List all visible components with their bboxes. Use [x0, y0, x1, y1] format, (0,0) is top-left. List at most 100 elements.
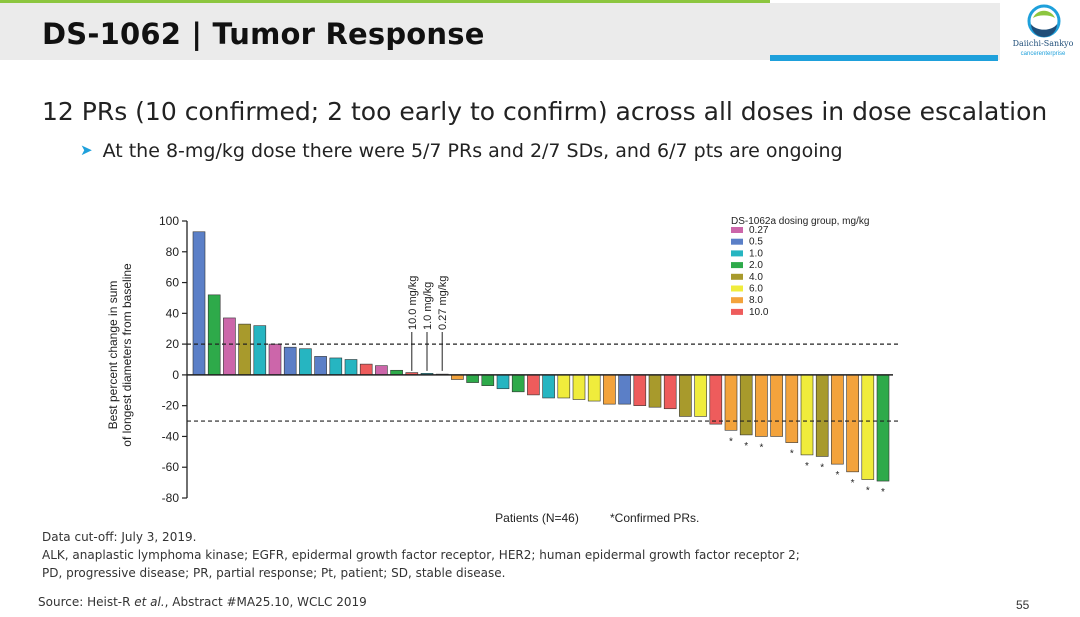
bar — [572, 374, 586, 400]
source-citation: Source: Heist-R et al., Abstract #MA25.1… — [38, 595, 367, 609]
y-tick-label: -40 — [162, 429, 180, 443]
legend-label: 4.0 — [749, 272, 763, 283]
title-underline-accent — [770, 55, 998, 61]
y-axis-label-line-2: of longest diameters from baseline — [120, 263, 134, 447]
bar — [800, 374, 814, 456]
bar — [283, 346, 297, 376]
logo-tagline: cancerenterprise — [1020, 51, 1066, 57]
y-axis-label: Best percent change in sum — [106, 281, 120, 430]
bar — [755, 374, 768, 437]
company-logo: Daiichi-Sankyo cancerenterprise — [1010, 4, 1076, 62]
chart-footnote: *Confirmed PRs. — [610, 511, 699, 525]
legend-label: 6.0 — [749, 284, 763, 295]
bar — [785, 374, 799, 443]
bar — [268, 343, 282, 376]
legend-title: DS-1062a dosing group, mg/kg — [731, 216, 869, 227]
bar — [329, 357, 343, 376]
bar — [831, 374, 844, 465]
title-bar: DS-1062 | Tumor Response — [0, 3, 1000, 60]
confirmed-pr-marker: * — [729, 436, 733, 447]
bar — [223, 317, 236, 376]
legend-swatch — [731, 250, 743, 257]
bar — [238, 323, 251, 376]
bar — [253, 325, 267, 376]
legend-label: 0.5 — [749, 237, 763, 248]
bar — [709, 374, 723, 425]
bar — [648, 374, 662, 408]
legend-swatch — [731, 297, 743, 304]
bar — [299, 348, 312, 376]
slide-title: DS-1062 | Tumor Response — [42, 17, 485, 51]
y-tick-label: 20 — [166, 337, 180, 351]
bar — [770, 374, 783, 437]
confirmed-pr-marker: * — [851, 478, 855, 489]
bar — [724, 374, 738, 431]
y-tick-label: -60 — [162, 460, 180, 474]
top-accent-line — [0, 0, 770, 3]
bar — [481, 374, 495, 386]
legend-swatch — [731, 285, 743, 292]
bar — [359, 363, 373, 376]
legend-swatch — [731, 227, 743, 233]
y-tick-label: 0 — [172, 368, 179, 382]
page-number: 55 — [1016, 598, 1030, 612]
legend-swatch — [731, 308, 743, 315]
confirmed-pr-marker: * — [805, 461, 809, 472]
bar — [876, 374, 890, 482]
confirmed-pr-marker: * — [759, 442, 763, 453]
footnote-abbreviations-1: ALK, anaplastic lymphoma kinase; EGFR, e… — [42, 548, 800, 562]
confirmed-pr-marker: * — [744, 441, 748, 452]
x-axis-label: Patients (N=46) — [495, 511, 579, 525]
bar — [663, 374, 677, 410]
bar — [633, 374, 647, 406]
bar — [679, 374, 692, 417]
dose-annotation-label: 0.27 mg/kg — [437, 276, 449, 330]
confirmed-pr-marker: * — [881, 487, 885, 498]
bar — [344, 359, 358, 376]
confirmed-pr-marker: * — [790, 449, 794, 460]
bar — [192, 231, 206, 376]
legend-label: 0.27 — [749, 225, 769, 236]
logo-wordmark: Daiichi-Sankyo — [1012, 39, 1074, 48]
footnote-abbreviations-2: PD, progressive disease; PR, partial res… — [42, 566, 506, 580]
y-tick-label: -80 — [162, 491, 180, 505]
y-tick-label: 60 — [166, 276, 180, 290]
bar — [815, 374, 829, 457]
y-tick-label: -20 — [162, 399, 180, 413]
confirmed-pr-marker: * — [835, 470, 839, 481]
legend-label: 2.0 — [749, 260, 763, 271]
legend-label: 10.0 — [749, 307, 769, 318]
dose-annotation-label: 1.0 mg/kg — [422, 282, 434, 330]
legend-swatch — [731, 262, 743, 269]
arrow-bullet-icon: ➤ — [80, 141, 93, 159]
bar — [496, 374, 510, 390]
bar — [314, 356, 327, 376]
bar — [587, 374, 601, 402]
confirmed-pr-marker: * — [866, 486, 870, 497]
main-bullet-text: 12 PRs (10 confirmed; 2 too early to con… — [42, 97, 1048, 126]
bar — [542, 374, 555, 399]
confirmed-pr-marker: * — [820, 462, 824, 473]
y-tick-label: 100 — [159, 214, 179, 228]
bar — [527, 374, 540, 396]
bar — [375, 365, 388, 376]
sub-bullet: ➤ At the 8-mg/kg dose there were 5/7 PRs … — [80, 140, 843, 162]
legend-swatch — [731, 273, 743, 280]
y-tick-label: 80 — [166, 245, 180, 259]
bar — [207, 294, 221, 376]
legend-swatch — [731, 238, 743, 245]
bar — [603, 374, 616, 405]
bar — [694, 374, 707, 417]
legend-label: 8.0 — [749, 295, 763, 306]
bar — [846, 374, 859, 473]
bar — [618, 374, 631, 405]
legend-label: 1.0 — [749, 248, 763, 259]
bar — [557, 374, 571, 399]
y-tick-label: 40 — [166, 306, 180, 320]
bar — [861, 374, 875, 480]
bar — [739, 374, 753, 436]
dose-annotation-label: 10.0 mg/kg — [407, 276, 419, 330]
bar — [511, 374, 525, 393]
footnote-data-cutoff: Data cut-off: July 3, 2019. — [42, 530, 197, 544]
